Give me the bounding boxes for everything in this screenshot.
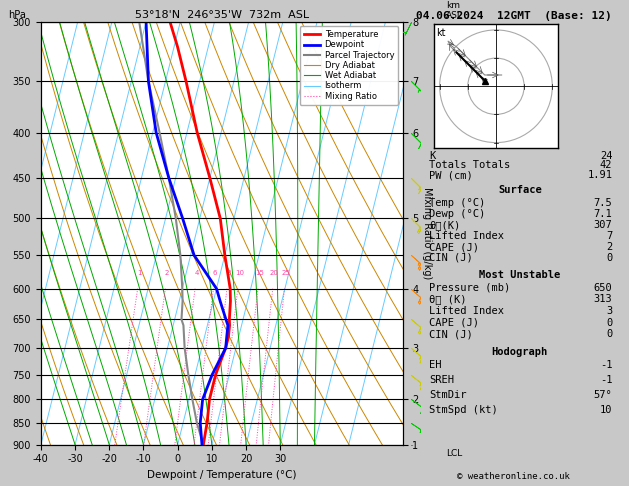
Text: kt: kt [437, 28, 446, 38]
Text: Most Unstable: Most Unstable [479, 270, 560, 280]
Text: 650: 650 [594, 283, 613, 293]
Text: 1.91: 1.91 [587, 170, 613, 180]
Text: 2: 2 [606, 242, 613, 252]
Text: Surface: Surface [498, 185, 542, 195]
Text: 24: 24 [600, 151, 613, 160]
Title: 53°18'N  246°35'W  732m  ASL: 53°18'N 246°35'W 732m ASL [135, 10, 309, 20]
Text: Lifted Index: Lifted Index [430, 231, 504, 241]
Text: 313: 313 [594, 295, 613, 304]
Text: 7.1: 7.1 [594, 209, 613, 219]
Text: K: K [430, 151, 435, 160]
Y-axis label: Mixing Ratio (g/kg): Mixing Ratio (g/kg) [423, 187, 432, 279]
Text: EH: EH [430, 360, 442, 370]
X-axis label: Dewpoint / Temperature (°C): Dewpoint / Temperature (°C) [147, 470, 296, 480]
Text: PW (cm): PW (cm) [430, 170, 473, 180]
Text: © weatheronline.co.uk: © weatheronline.co.uk [457, 472, 571, 481]
Text: -1: -1 [600, 360, 613, 370]
Text: StmSpd (kt): StmSpd (kt) [430, 405, 498, 415]
Text: Hodograph: Hodograph [492, 347, 548, 357]
Text: CIN (J): CIN (J) [430, 330, 473, 339]
Text: 6: 6 [213, 270, 218, 276]
Text: CIN (J): CIN (J) [430, 253, 473, 263]
Text: 2: 2 [165, 270, 169, 276]
Text: 42: 42 [600, 160, 613, 171]
Text: hPa: hPa [8, 10, 26, 20]
Text: Temp (°C): Temp (°C) [430, 198, 486, 208]
Text: SREH: SREH [430, 375, 454, 385]
Text: Pressure (mb): Pressure (mb) [430, 283, 511, 293]
Text: 15: 15 [255, 270, 264, 276]
Text: LCL: LCL [446, 449, 462, 458]
Text: StmDir: StmDir [430, 390, 467, 400]
Text: Totals Totals: Totals Totals [430, 160, 511, 171]
Text: 4: 4 [194, 270, 199, 276]
Text: 04.06.2024  12GMT  (Base: 12): 04.06.2024 12GMT (Base: 12) [416, 11, 612, 21]
Text: CAPE (J): CAPE (J) [430, 318, 479, 328]
Text: 20: 20 [270, 270, 279, 276]
Text: θᴀ(K): θᴀ(K) [430, 220, 460, 230]
Text: 8: 8 [226, 270, 231, 276]
Text: 0: 0 [606, 318, 613, 328]
Text: 10: 10 [600, 405, 613, 415]
Text: 7: 7 [606, 231, 613, 241]
Text: -1: -1 [600, 375, 613, 385]
Text: km
ASL: km ASL [446, 1, 463, 20]
Text: Lifted Index: Lifted Index [430, 306, 504, 316]
Legend: Temperature, Dewpoint, Parcel Trajectory, Dry Adiabat, Wet Adiabat, Isotherm, Mi: Temperature, Dewpoint, Parcel Trajectory… [299, 26, 398, 105]
Text: CAPE (J): CAPE (J) [430, 242, 479, 252]
Text: Dewp (°C): Dewp (°C) [430, 209, 486, 219]
Text: 57°: 57° [594, 390, 613, 400]
Text: 1: 1 [137, 270, 142, 276]
Text: 307: 307 [594, 220, 613, 230]
Text: 10: 10 [235, 270, 244, 276]
Text: θᴀ (K): θᴀ (K) [430, 295, 467, 304]
Text: 3: 3 [606, 306, 613, 316]
Text: 0: 0 [606, 253, 613, 263]
Text: 0: 0 [606, 330, 613, 339]
Text: 7.5: 7.5 [594, 198, 613, 208]
Text: 25: 25 [281, 270, 290, 276]
